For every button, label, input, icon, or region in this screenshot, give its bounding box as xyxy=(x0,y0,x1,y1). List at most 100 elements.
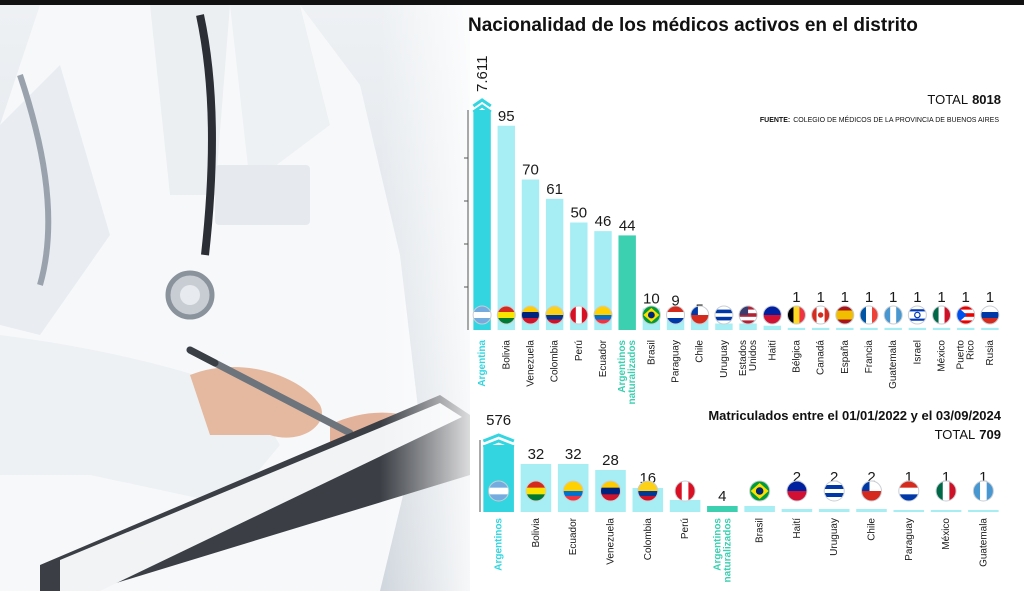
bottom-total-value: 709 xyxy=(979,427,1001,442)
category-label-bolivia: Bolivia xyxy=(501,340,512,370)
photo-fade xyxy=(380,5,490,591)
category-label-espana: España xyxy=(840,340,851,374)
ecuador-flag-icon xyxy=(562,480,584,502)
venezuela-flag-icon xyxy=(600,480,621,502)
chart-title: Nacionalidad de los médicos activos en e… xyxy=(468,15,918,36)
canada-flag-icon xyxy=(811,305,831,325)
category-label-venezuela: Venezuela xyxy=(606,518,617,565)
category-label-argentinos: Argentinos xyxy=(494,518,505,571)
colombia-flag-icon xyxy=(545,305,565,325)
bottom-total-label: TOTAL xyxy=(935,427,976,442)
bar-bolivia xyxy=(497,125,515,330)
axis-break-mark xyxy=(472,104,492,114)
guatemala-flag-icon xyxy=(972,480,994,502)
source-note: FUENTE: COLEGIO DE MÉDICOS DE LA PROVINCI… xyxy=(760,115,999,124)
source-text: COLEGIO DE MÉDICOS DE LA PROVINCIA DE BU… xyxy=(793,115,999,124)
bar-argentina xyxy=(473,110,491,330)
category-label-colombia: Colombia xyxy=(550,340,561,383)
mexico-flag-icon xyxy=(935,480,957,502)
value-label-belgica: 1 xyxy=(792,289,800,306)
category-label-bolivia: Bolivia xyxy=(531,518,542,548)
spain-flag-icon xyxy=(835,305,855,325)
bar-francia xyxy=(860,327,878,330)
bar-haiti xyxy=(781,509,813,512)
bolivia-flag-icon xyxy=(496,305,516,325)
value-label-ecuador: 32 xyxy=(565,446,582,463)
value-label-argentinos-naturalizados: 4 xyxy=(718,488,726,505)
value-label-haiti: 2 xyxy=(793,469,801,486)
bar-brasil xyxy=(744,506,775,512)
axis-break-mark xyxy=(482,433,515,443)
value-label-guatemala: 1 xyxy=(979,469,987,486)
value-label-bolivia: 95 xyxy=(498,108,515,125)
brazil-flag-icon xyxy=(749,480,771,502)
uruguay-flag-icon xyxy=(714,305,734,325)
value-label-venezuela: 70 xyxy=(522,162,539,179)
israel-flag-icon xyxy=(907,305,927,325)
bottom-bar-chart: 576 Argentinos 32 Bolivia 32 Ecuador 28 Venezue… xyxy=(479,412,999,582)
category-label-brasil: Brasil xyxy=(646,340,657,365)
value-label-paraguay: 9 xyxy=(671,293,679,310)
bar-uruguay xyxy=(715,323,733,330)
category-label-paraguay: Paraguay xyxy=(671,340,682,383)
bar-venezuela xyxy=(521,179,540,330)
source-label: FUENTE: xyxy=(760,117,790,124)
category-label-ecuador: Ecuador xyxy=(568,517,579,555)
paraguay-flag-icon xyxy=(666,305,686,325)
value-label-paraguay: 1 xyxy=(905,469,913,486)
value-label-brasil: 10 xyxy=(643,291,660,308)
category-label-guatemala: Guatemala xyxy=(888,340,899,389)
bar-chile xyxy=(856,509,887,512)
belgium-flag-icon xyxy=(786,305,806,325)
paraguay-flag-icon xyxy=(898,480,920,502)
category-label-argentinos-naturalizados: Argentinosnaturalizados xyxy=(617,340,638,405)
category-label-venezuela: Venezuela xyxy=(525,340,536,387)
top-total: TOTAL 8018 xyxy=(927,92,1001,107)
value-label-francia: 1 xyxy=(865,289,873,306)
bar-guatemala xyxy=(968,510,999,512)
value-label-ecuador: 46 xyxy=(595,213,612,230)
bar-belgica xyxy=(787,327,806,330)
bolivia-flag-icon xyxy=(525,480,547,502)
haiti-flag-icon xyxy=(786,480,808,502)
category-label-uruguay: Uruguay xyxy=(719,340,730,378)
category-label-paraguay: Paraguay xyxy=(904,518,915,561)
guatemala-flag-icon xyxy=(883,305,903,325)
category-label-argentina: Argentina xyxy=(477,340,488,387)
category-label-belgica: Bélgica xyxy=(791,340,802,373)
value-label-mexico: 1 xyxy=(937,289,945,306)
ecuador-flag-icon xyxy=(593,305,613,325)
value-label-guatemala: 1 xyxy=(889,289,897,306)
category-label-francia: Francia xyxy=(864,340,875,374)
mexico-flag-icon xyxy=(932,305,952,325)
category-label-haiti: Haití xyxy=(792,518,803,539)
bar-rusia xyxy=(981,327,999,330)
category-label-peru: Perú xyxy=(574,340,585,361)
value-label-venezuela: 28 xyxy=(602,452,619,469)
bar-mexico xyxy=(932,327,951,330)
chile-flag-icon xyxy=(690,305,710,325)
value-label-argentinos-naturalizados: 44 xyxy=(619,217,636,234)
value-label-israel: 1 xyxy=(913,289,921,306)
value-label-puerto-rico: 1 xyxy=(962,289,970,306)
bar-argentinos-naturalizados xyxy=(707,506,738,512)
value-label-peru: 50 xyxy=(570,205,587,222)
bar-puerto-rico xyxy=(957,327,975,330)
argentina-flag-icon xyxy=(472,305,492,325)
bar-israel xyxy=(908,327,927,330)
bottom-chart-title: Matriculados entre el 01/01/2022 y el 03… xyxy=(708,408,1001,423)
chile-flag-icon xyxy=(861,480,882,502)
category-label-ecuador: Ecuador xyxy=(598,339,609,377)
peru-flag-icon xyxy=(569,305,589,325)
doctor-illustration xyxy=(0,5,470,591)
value-label-canada: 1 xyxy=(816,289,824,306)
uruguay-flag-icon xyxy=(823,480,845,502)
bar-peru xyxy=(669,500,701,512)
bar-espana xyxy=(836,327,854,330)
peru-flag-icon xyxy=(674,480,696,502)
category-label-canada: Canadá xyxy=(816,340,827,375)
bar-guatemala xyxy=(884,327,902,330)
value-label-rusia: 1 xyxy=(986,289,994,306)
usa-flag-icon xyxy=(738,305,758,325)
